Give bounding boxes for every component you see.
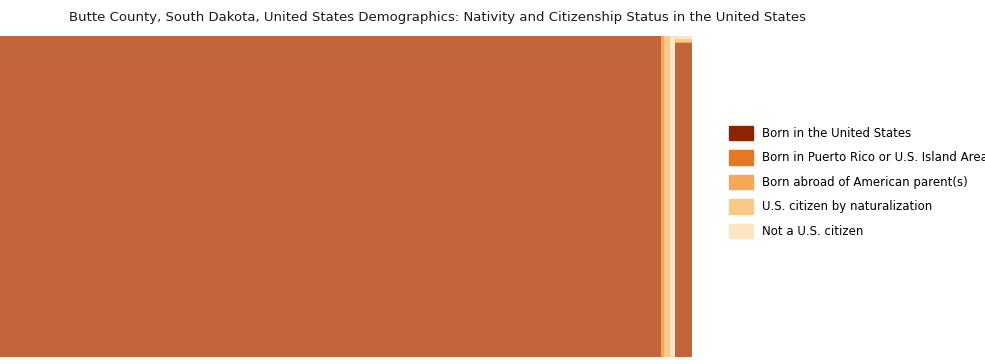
Bar: [675, 42, 692, 43]
Text: Butte County, South Dakota, United States Demographics: Nativity and Citizenship: Butte County, South Dakota, United State…: [69, 11, 806, 24]
Legend: Born in the United States, Born in Puerto Rico or U.S. Island Areas, Born abroad: Born in the United States, Born in Puert…: [729, 126, 985, 238]
Bar: [670, 36, 675, 357]
Bar: [675, 36, 692, 39]
Bar: [675, 39, 692, 42]
Bar: [664, 36, 670, 357]
Bar: [662, 36, 664, 357]
